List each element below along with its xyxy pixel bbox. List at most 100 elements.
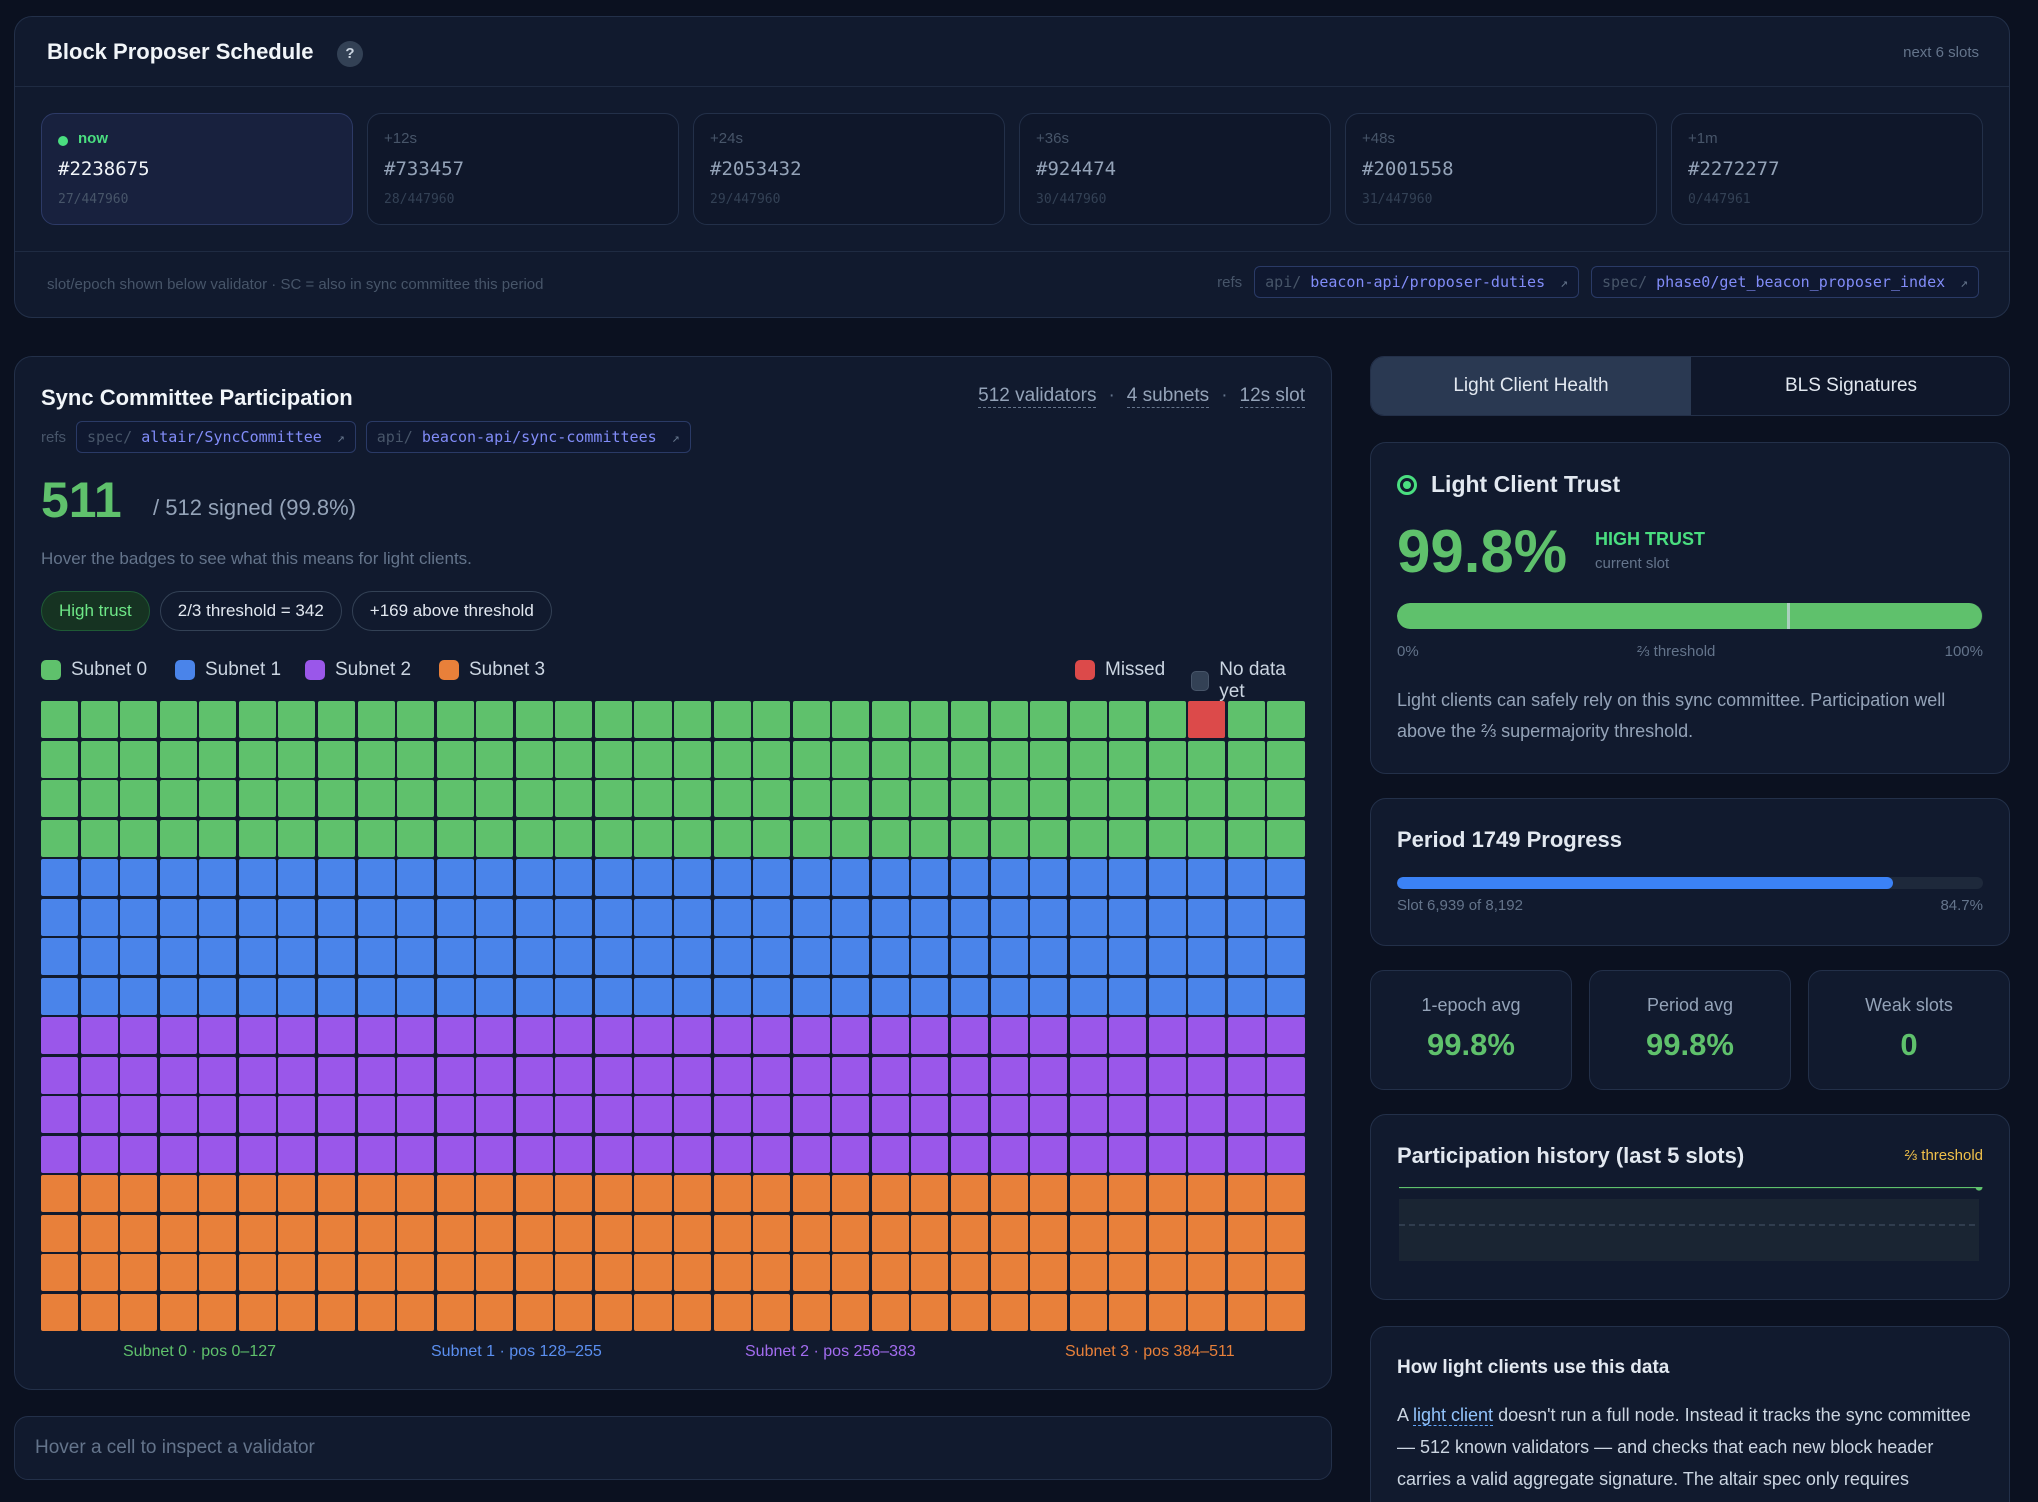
validator-cell[interactable] (317, 1214, 355, 1252)
validator-cell[interactable] (317, 977, 355, 1015)
validator-cell[interactable] (871, 780, 909, 817)
validator-cell[interactable] (159, 1214, 197, 1252)
validator-cell[interactable] (515, 1017, 553, 1054)
validator-cell[interactable] (1069, 1135, 1107, 1173)
validator-cell[interactable] (1148, 780, 1186, 817)
validator-cell[interactable] (911, 1175, 949, 1212)
validator-cell[interactable] (990, 740, 1028, 778)
validator-cell[interactable] (1148, 1293, 1186, 1331)
validator-cell[interactable] (1267, 1214, 1305, 1252)
validator-cell[interactable] (120, 898, 158, 936)
validator-cell[interactable] (41, 1175, 79, 1212)
validator-cell[interactable] (476, 740, 514, 778)
validator-cell[interactable] (792, 701, 830, 738)
validator-cell[interactable] (674, 1096, 712, 1133)
ref-link-sync-committee-spec[interactable]: spec/ altair/SyncCommittee ↗ (76, 421, 356, 453)
validator-cell[interactable] (950, 898, 988, 936)
validator-cell[interactable] (476, 1254, 514, 1291)
validator-cell[interactable] (674, 938, 712, 975)
validator-cell[interactable] (792, 1135, 830, 1173)
validator-cell[interactable] (911, 898, 949, 936)
validator-cell[interactable] (1267, 977, 1305, 1015)
validator-cell[interactable] (159, 819, 197, 857)
validator-cell[interactable] (753, 938, 791, 975)
validator-cell[interactable] (594, 1135, 632, 1173)
validator-cell[interactable] (950, 1214, 988, 1252)
validator-cell[interactable] (871, 898, 909, 936)
validator-cell[interactable] (594, 740, 632, 778)
validator-cell[interactable] (357, 1135, 395, 1173)
above-threshold-badge[interactable]: +169 above threshold (351, 591, 552, 631)
validator-cell[interactable] (1109, 1017, 1147, 1054)
validator-cell[interactable] (1030, 977, 1068, 1015)
validator-cell[interactable] (357, 1254, 395, 1291)
validator-cell[interactable] (713, 859, 751, 896)
validator-cell[interactable] (594, 938, 632, 975)
validator-cell[interactable] (1188, 1175, 1226, 1212)
validator-cell[interactable] (476, 1175, 514, 1212)
validator-cell[interactable] (397, 977, 435, 1015)
validator-cell[interactable] (832, 1175, 870, 1212)
validator-cell[interactable] (1267, 1175, 1305, 1212)
validator-cell[interactable] (159, 1056, 197, 1094)
ref-link-sync-committees-api[interactable]: api/ beacon-api/sync-committees ↗ (365, 421, 691, 453)
validator-cell[interactable] (950, 977, 988, 1015)
validator-cell[interactable] (911, 740, 949, 778)
validator-cell[interactable] (238, 1293, 276, 1331)
validator-cell[interactable] (594, 819, 632, 857)
validator-cell[interactable] (753, 819, 791, 857)
validator-cell[interactable] (41, 740, 79, 778)
validator-cell[interactable] (990, 1056, 1028, 1094)
validator-cell[interactable] (1227, 819, 1265, 857)
validator-cell[interactable] (159, 1135, 197, 1173)
validator-cell[interactable] (120, 1056, 158, 1094)
validator-cell[interactable] (80, 898, 118, 936)
validator-cell[interactable] (792, 977, 830, 1015)
validator-cell[interactable] (436, 1096, 474, 1133)
validator-cell[interactable] (1227, 701, 1265, 738)
validator-cell[interactable] (357, 1096, 395, 1133)
validator-cell[interactable] (1069, 859, 1107, 896)
validator-cell[interactable] (357, 819, 395, 857)
validator-cell[interactable] (515, 1056, 553, 1094)
validator-cell[interactable] (1148, 740, 1186, 778)
validator-cell[interactable] (1109, 1293, 1147, 1331)
validator-cell[interactable] (397, 898, 435, 936)
validator-cell[interactable] (792, 1096, 830, 1133)
validator-cell[interactable] (950, 1056, 988, 1094)
validator-cell[interactable] (199, 819, 237, 857)
validator-cell[interactable] (555, 1056, 593, 1094)
validator-cell[interactable] (120, 1293, 158, 1331)
validator-cell[interactable] (317, 938, 355, 975)
validator-cell[interactable] (950, 938, 988, 975)
validator-cell[interactable] (832, 938, 870, 975)
validator-cell[interactable] (674, 1017, 712, 1054)
validator-cell[interactable] (1148, 977, 1186, 1015)
validator-cell[interactable] (397, 701, 435, 738)
validator-cell[interactable] (80, 701, 118, 738)
validator-cell[interactable] (238, 898, 276, 936)
validator-cell[interactable] (159, 1017, 197, 1054)
validator-cell[interactable] (1069, 740, 1107, 778)
validator-cell[interactable] (1227, 1017, 1265, 1054)
validator-cell[interactable] (120, 1135, 158, 1173)
validator-cell[interactable] (1267, 1293, 1305, 1331)
validator-cell[interactable] (397, 1096, 435, 1133)
validator-cell[interactable] (397, 740, 435, 778)
validator-cell[interactable] (317, 859, 355, 896)
validator-cell[interactable] (911, 1254, 949, 1291)
validator-cell[interactable] (159, 859, 197, 896)
validator-cell[interactable] (1227, 1254, 1265, 1291)
validator-cell[interactable] (317, 1096, 355, 1133)
validator-cell[interactable] (357, 938, 395, 975)
validator-cell[interactable] (1267, 1056, 1305, 1094)
validator-cell[interactable] (317, 701, 355, 738)
validator-cell[interactable] (120, 701, 158, 738)
validator-cell[interactable] (1148, 819, 1186, 857)
validator-cell[interactable] (80, 859, 118, 896)
validator-cell[interactable] (1109, 898, 1147, 936)
validator-cell[interactable] (1069, 780, 1107, 817)
validator-cell[interactable] (436, 938, 474, 975)
validator-cell[interactable] (476, 1017, 514, 1054)
validator-cell[interactable] (1267, 701, 1305, 738)
